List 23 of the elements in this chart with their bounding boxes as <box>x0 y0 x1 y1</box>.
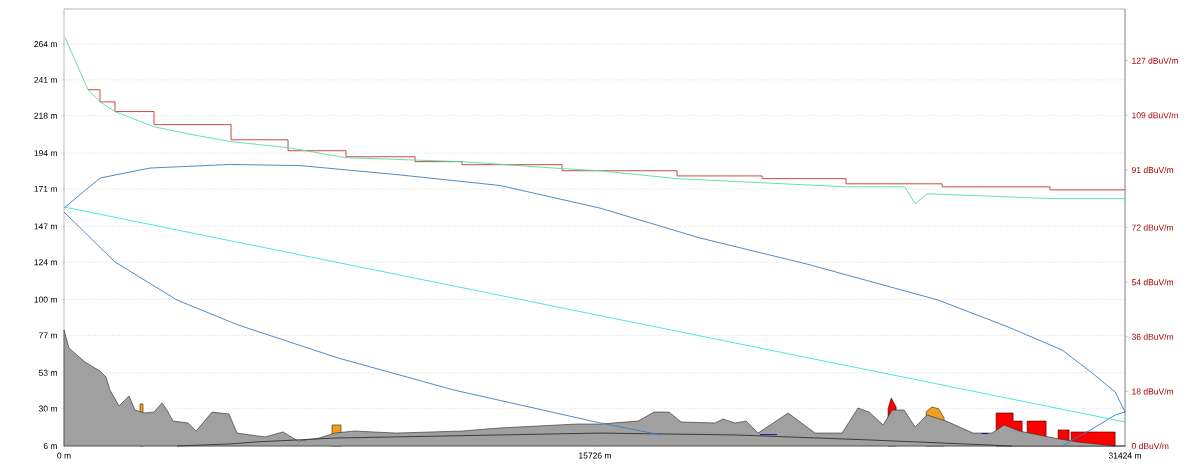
y2-tick-label: 18 dBuV/m <box>1132 388 1174 395</box>
y-tick-label: 77 m <box>39 332 57 339</box>
y2-tick-label: 0 dBuV/m <box>1131 442 1169 450</box>
y2-tick-label: 36 dBuV/m <box>1131 333 1174 340</box>
x-tick-label: 0 m <box>57 452 71 459</box>
y-tick-label: 53 m <box>38 369 57 376</box>
y-tick-label: 194 m <box>34 150 57 157</box>
y-tick-label: 124 m <box>34 259 57 266</box>
y-tick-label: 171 m <box>34 186 57 192</box>
y2-tick-label: 91 dBuV/m <box>1131 166 1174 173</box>
x-tick-label: 15726 m <box>579 452 611 459</box>
y-tick-label: 100 m <box>34 296 57 303</box>
y-tick-label: 6 m <box>43 443 57 449</box>
y2-tick-label: 54 dBuV/m <box>1131 279 1174 286</box>
y2-tick-label: 109 dBuV/m <box>1132 112 1178 119</box>
y-tick-label: 30 m <box>38 405 57 412</box>
x-tick-label: 31424 m <box>1108 452 1141 459</box>
y-tick-label: 147 m <box>34 223 57 230</box>
y2-tick-label: 72 dBuV/m <box>1132 224 1174 231</box>
y-tick-label: 264 m <box>34 41 57 48</box>
y-tick-label: 218 m <box>34 112 57 119</box>
y-tick-label: 241 m <box>34 76 57 83</box>
y2-tick-label: 127 dBuV/m <box>1132 57 1178 64</box>
